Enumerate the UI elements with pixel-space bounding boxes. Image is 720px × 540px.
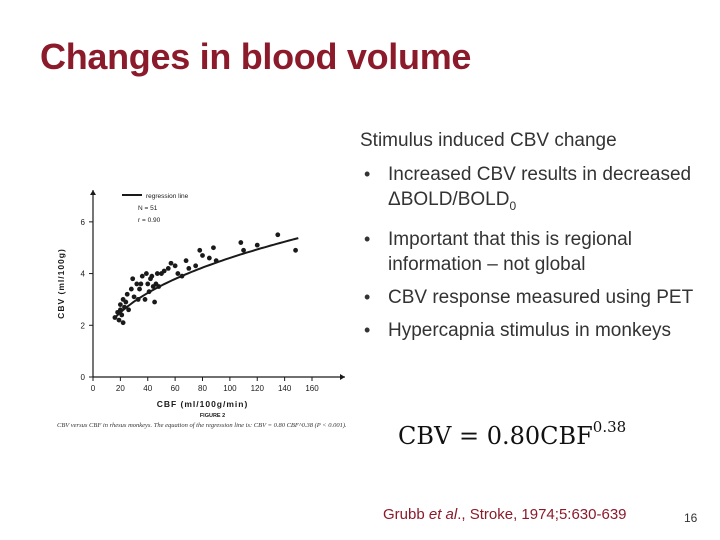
regression-line: [114, 237, 299, 319]
x-tick-label: 60: [171, 384, 180, 393]
data-point: [137, 286, 142, 292]
x-tick-label: 20: [116, 384, 125, 393]
data-point: [179, 273, 185, 279]
bullet-subscript: 0: [509, 198, 517, 213]
data-point: [206, 255, 212, 261]
equation-main: CBV = 0.80CBF: [398, 422, 593, 450]
scatter-chart: 0 20 40 60 80 100 120 140 160 0 2 4 6 CBF (ml/100g/mi…: [50, 182, 350, 452]
data-point: [143, 271, 149, 276]
equation-exponent: 0.38: [592, 418, 627, 436]
legend-entry: N = 51: [138, 205, 158, 212]
data-point: [193, 263, 199, 269]
slide-title: Changes in blood volume: [40, 36, 472, 77]
data-point: [146, 289, 152, 295]
figure-label: FIGURE 2: [200, 413, 225, 419]
data-point: [117, 302, 123, 307]
text-column: Stimulus induced CBV change Increased CB…: [360, 128, 700, 351]
data-point: [149, 273, 155, 279]
data-point: [156, 284, 162, 289]
data-point: [238, 240, 244, 245]
bullet-list: Increased CBV results in decreased ΔBOLD…: [360, 162, 700, 343]
data-point: [139, 273, 145, 279]
bullet-text: CBV response measured using PET: [388, 286, 694, 308]
x-tick-label: 100: [223, 384, 237, 393]
data-point: [120, 320, 126, 326]
data-point: [293, 247, 298, 253]
data-point: [254, 242, 260, 248]
data-point: [165, 266, 171, 271]
data-point: [130, 276, 136, 282]
x-axis-arrow: [340, 374, 345, 380]
data-point: [123, 299, 129, 305]
equation: CBV = 0.80CBF0.38: [398, 418, 626, 450]
data-point: [145, 281, 151, 287]
chart-svg: 0 20 40 60 80 100 120 140 160 0 2 4 6 CBF (ml/100g/mi…: [56, 190, 345, 419]
data-point: [200, 253, 205, 258]
citation-author: Grubb: [383, 506, 429, 523]
figure-caption: CBV versus CBF in rhesus monkeys. The eq…: [57, 422, 347, 429]
data-point: [119, 312, 125, 318]
x-tick-label: 40: [143, 384, 152, 393]
data-point: [138, 281, 144, 287]
data-point: [112, 315, 118, 320]
data-point: [186, 266, 192, 271]
y-tick-label: 0: [81, 373, 86, 382]
data-point: [213, 258, 219, 264]
y-tick-label: 2: [81, 321, 86, 330]
y-tick-label: 4: [81, 270, 86, 279]
data-point: [183, 258, 189, 264]
page-number: 16: [684, 511, 698, 525]
data-point: [197, 247, 203, 253]
data-point: [161, 268, 167, 274]
bullet-text: Increased CBV results in decreased ΔBOLD…: [388, 164, 692, 210]
data-point: [275, 232, 281, 238]
data-point: [134, 281, 140, 287]
subheading: Stimulus induced CBV change: [360, 130, 617, 151]
x-tick-label: 160: [305, 384, 319, 393]
data-point: [128, 286, 134, 292]
bullet-item: CBV response measured using PET: [360, 285, 700, 310]
citation-source: ., Stroke, 1974;5:630-639: [457, 506, 627, 523]
y-axis-label: CBV (ml/100g): [56, 248, 66, 319]
data-point: [241, 247, 246, 253]
citation-etal: et al: [428, 506, 458, 523]
x-tick-label: 140: [278, 384, 292, 393]
bullet-text: Important that this is regional informat…: [388, 228, 632, 275]
data-point: [116, 317, 122, 323]
legend-entry: regression line: [146, 193, 189, 200]
x-axis-label: CBF (ml/100g/min): [157, 399, 249, 409]
bullet-item: Hypercapnia stimulus in monkeys: [360, 318, 700, 343]
data-point: [172, 263, 178, 269]
citation: Grubb et al., Stroke, 1974;5:630-639: [383, 506, 627, 523]
x-tick-label: 120: [251, 384, 265, 393]
data-point: [126, 307, 131, 313]
data-point: [175, 271, 181, 276]
data-point: [211, 245, 216, 251]
data-point: [142, 297, 148, 302]
bullet-item: Important that this is regional informat…: [360, 227, 700, 277]
y-axis-arrow: [90, 190, 96, 195]
x-tick-label: 0: [91, 384, 96, 393]
data-point: [168, 260, 174, 266]
x-tick-label: 80: [198, 384, 207, 393]
data-point: [122, 304, 127, 310]
data-point: [152, 299, 157, 305]
y-tick-label: 6: [81, 218, 86, 227]
legend-entry: r = 0.90: [138, 217, 161, 224]
bullet-item: Increased CBV results in decreased ΔBOLD…: [360, 162, 700, 219]
data-point: [154, 271, 160, 276]
data-point: [124, 291, 130, 297]
bullet-text: Hypercapnia stimulus in monkeys: [388, 319, 672, 341]
data-point: [135, 297, 141, 302]
data-point: [131, 294, 137, 300]
data-point: [117, 307, 123, 313]
